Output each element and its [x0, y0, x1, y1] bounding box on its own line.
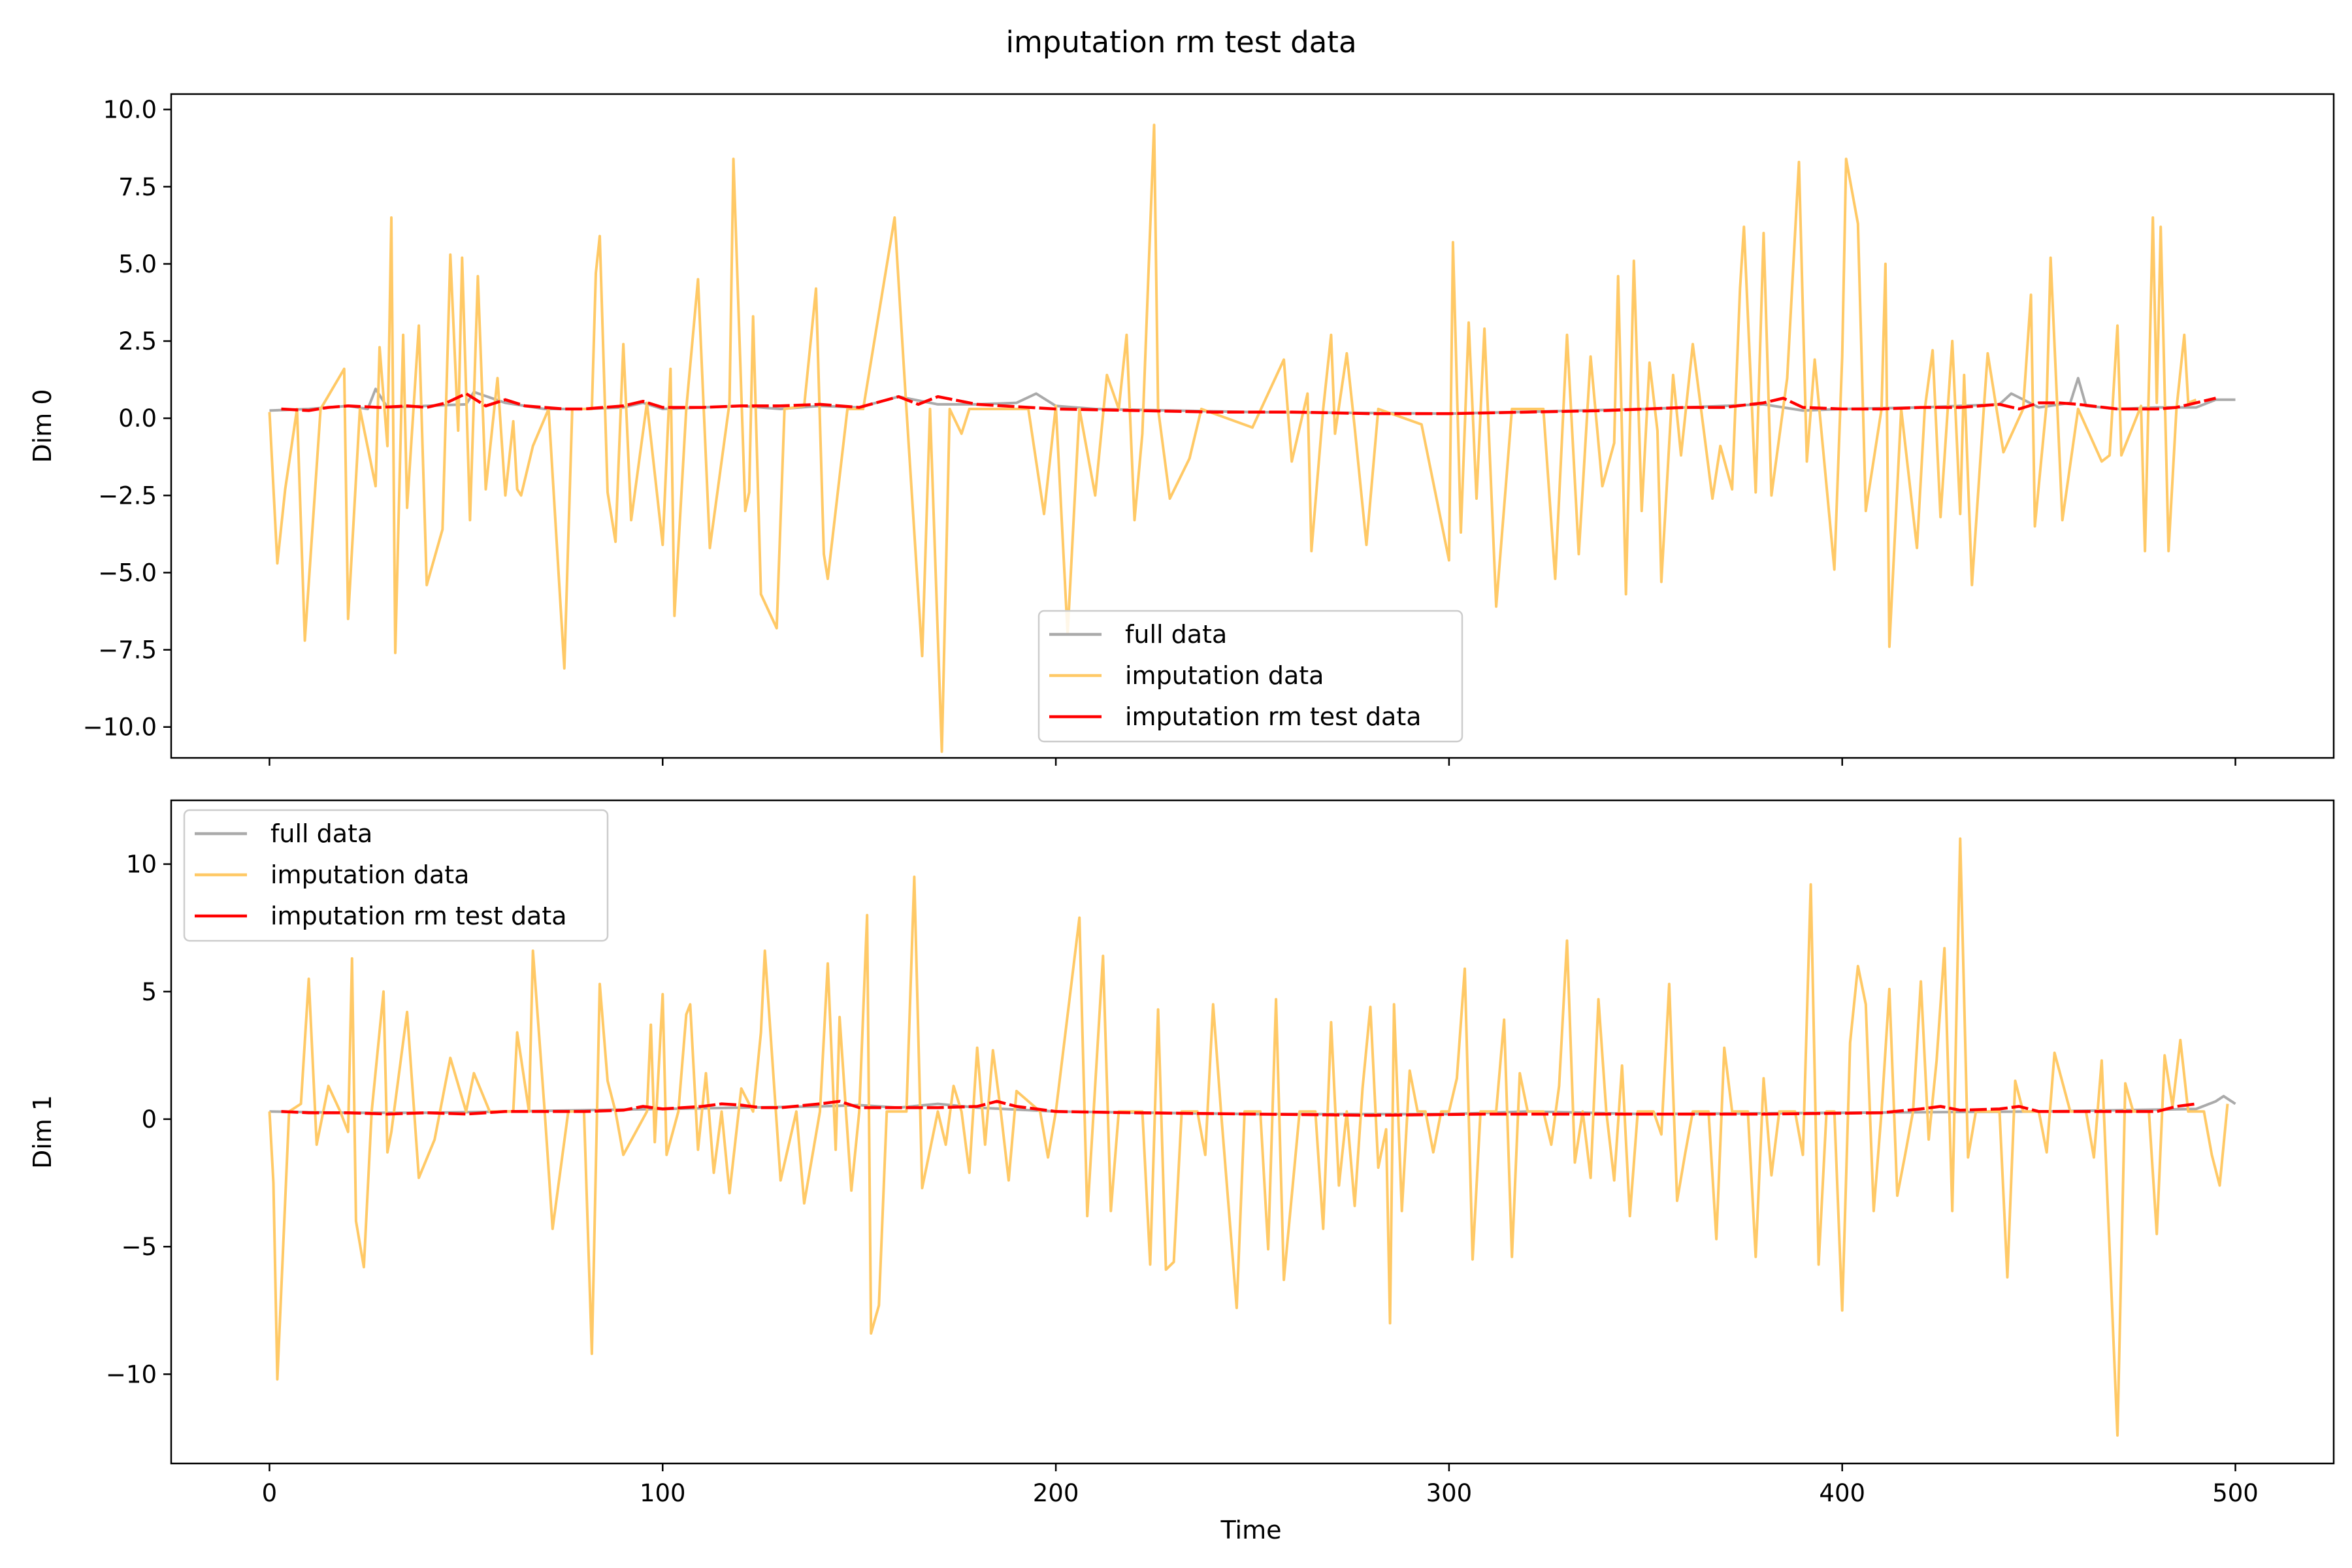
x-tick-label: 300 — [1426, 1479, 1473, 1507]
x-axis-label: Time — [1220, 1516, 1282, 1544]
y-tick-label: 7.5 — [118, 173, 157, 201]
y-tick-label: 10.0 — [103, 96, 157, 124]
y-tick-label: −5.0 — [98, 559, 157, 587]
series-line-imputation-rm-test-data — [281, 1100, 2197, 1117]
x-tick-label: 500 — [2212, 1479, 2259, 1507]
legend-label: imputation data — [270, 860, 469, 889]
y-axis-label-dim1: Dim 1 — [28, 1095, 57, 1169]
legend-label: imputation rm test data — [1125, 702, 1422, 731]
legend-label: full data — [1125, 620, 1227, 649]
series-line-imputation-rm-test-data — [281, 392, 2217, 416]
plot-area-dim0 — [268, 123, 2236, 753]
x-tick-label: 400 — [1819, 1479, 1865, 1507]
legend-label: imputation data — [1125, 661, 1324, 690]
legend-box — [183, 809, 609, 942]
x-axis-dim1: 0 100 200 300 400 500 — [262, 1463, 2259, 1507]
legend-dim0: full data imputation data imputation rm te… — [1037, 610, 1463, 743]
x-tick-label: 200 — [1033, 1479, 1079, 1507]
y-tick-label: 2.5 — [118, 327, 157, 355]
y-tick-label: −10.0 — [83, 713, 157, 742]
y-tick-label: 0.0 — [118, 404, 157, 433]
legend-box — [1037, 610, 1463, 743]
y-tick-label: 10 — [126, 851, 157, 879]
x-axis-dim0 — [269, 758, 2236, 766]
axes-frame-dim0 — [170, 93, 2335, 759]
chart-panel-dim1: −10 −5 0 5 10 0 100 200 300 400 500 Dim 1 full da… — [28, 799, 2335, 1507]
y-tick-label: −2.5 — [98, 482, 157, 510]
y-axis-dim1: −10 −5 0 5 10 — [106, 851, 171, 1388]
legend-label: full data — [270, 819, 372, 848]
series-line-imputation-data — [268, 123, 2197, 753]
chart-panel-dim0: −10.0−7.5−5.0−2.50.02.55.07.510.0 Dim 0 … — [28, 93, 2335, 766]
y-tick-label: −7.5 — [98, 636, 157, 664]
series-line-imputation-data — [268, 837, 2229, 1437]
y-axis-dim0: −10.0 −7.5 −5.0 −2.5 0.0 2.5 5.0 7.5 10.0 — [83, 96, 171, 742]
y-tick-label: 5 — [141, 978, 157, 1006]
y-tick-label: 0 — [141, 1105, 157, 1134]
axes-frame-dim1 — [170, 799, 2335, 1465]
figure-title: imputation rm test data — [1005, 25, 1356, 59]
y-axis-label-dim0: Dim 0 — [28, 389, 57, 463]
y-tick-label: −5 — [121, 1233, 157, 1261]
x-tick-label: 100 — [640, 1479, 686, 1507]
legend-dim1: full data imputation data imputation rm te… — [183, 809, 609, 942]
x-tick-label: 0 — [262, 1479, 278, 1507]
legend-label: imputation rm test data — [270, 902, 567, 930]
y-tick-label: 5.0 — [118, 250, 157, 278]
y-tick-label: −10 — [106, 1360, 157, 1388]
plot-area-dim1 — [268, 837, 2236, 1437]
